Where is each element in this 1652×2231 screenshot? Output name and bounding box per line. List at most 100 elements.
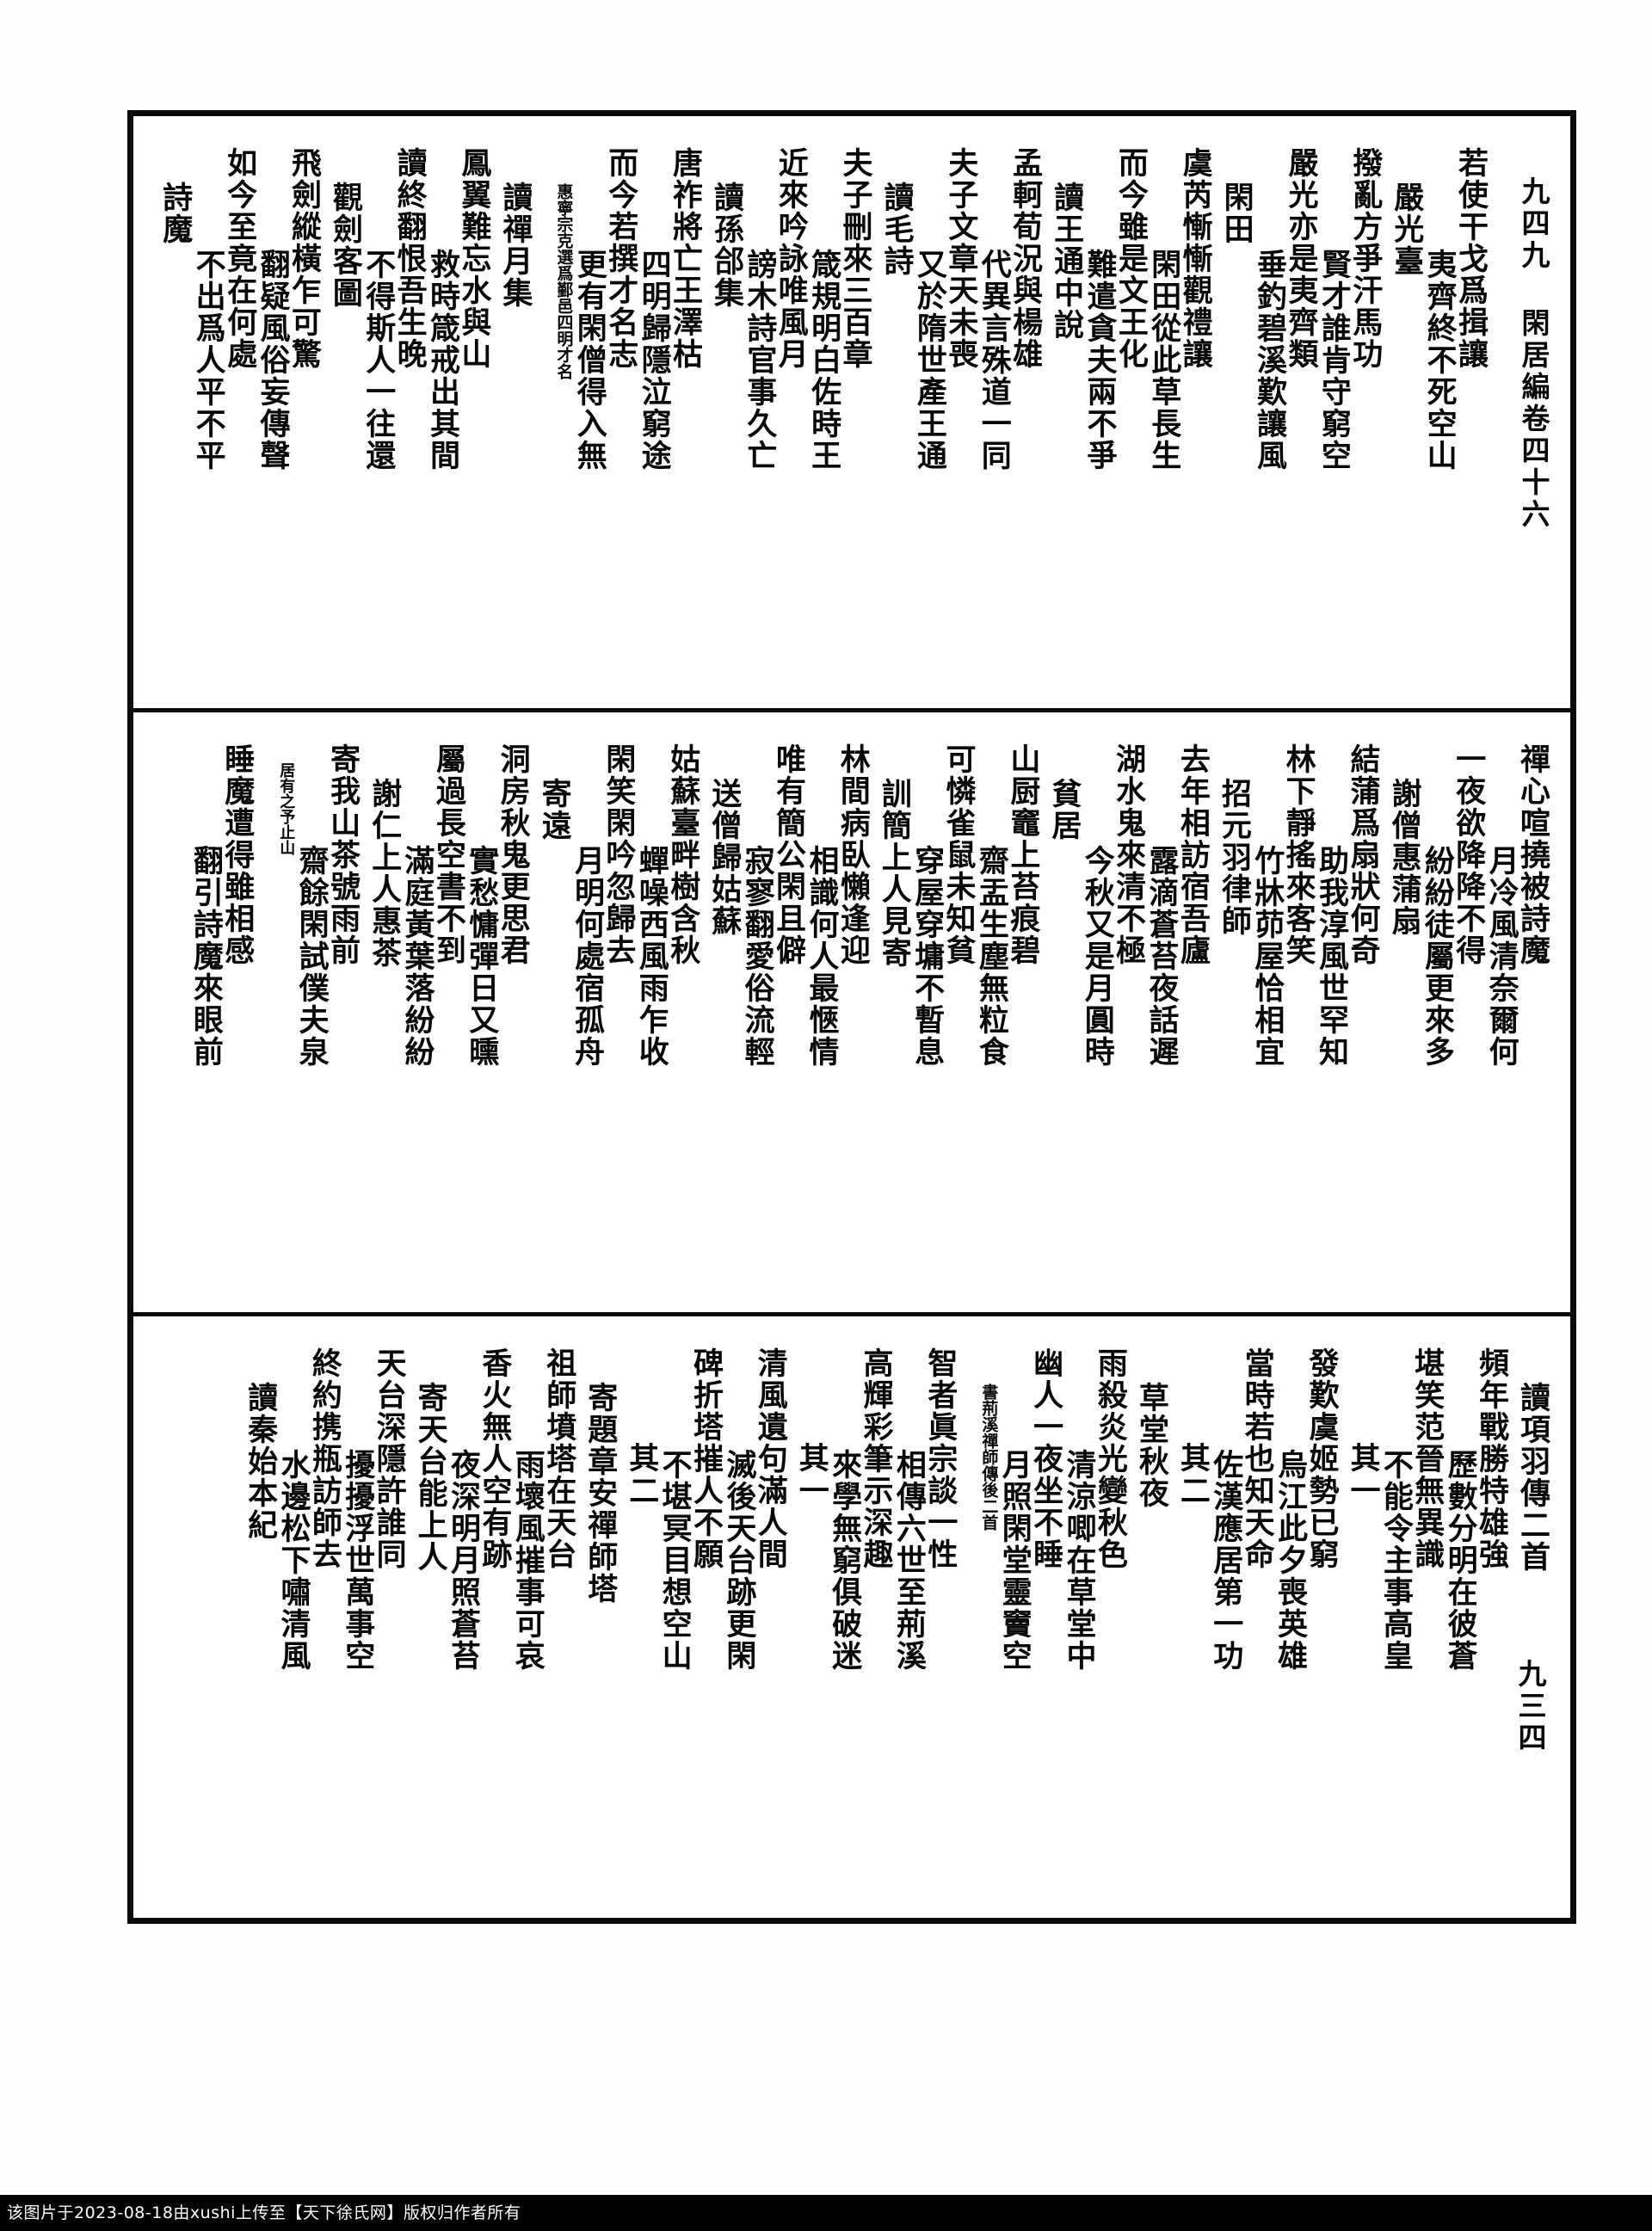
poem-title: 詩魔	[157, 182, 194, 245]
column-p1-12: 近來吟詠唯風月 謗木詩官事久亡	[742, 132, 809, 471]
column-p3-17: 寄題章安禪師塔	[576, 1332, 618, 1605]
verse-upper: 去年相訪宿吾廬	[1174, 743, 1211, 967]
column-p1-1: 嚴光臺	[1382, 132, 1425, 277]
column-p3-14: 清風遺句滿人間 滅後天台跡更閑	[721, 1332, 788, 1672]
verse-lower: 佐漢應居第一功	[1208, 1448, 1244, 1672]
section-label: 其二	[624, 1441, 660, 1507]
verse-upper: 孟軻荀況與楊雄	[1008, 147, 1044, 370]
verse-upper: 近來吟詠唯風月	[773, 147, 809, 370]
column-p1-13: 讀孫郃集	[702, 132, 744, 309]
verse-lower: 月照閑堂靈竇空	[996, 1448, 1032, 1672]
column-p3-15: 碑折塔摧人不願 不堪冥目想空山	[656, 1332, 724, 1672]
verse-upper: 飛劍縱橫乍可驚	[286, 147, 322, 370]
verse-upper: 夫子刪來三百章	[837, 147, 873, 370]
column-p1-11: 夫子刪來三百章 箴規明白佐時王	[806, 132, 873, 471]
column-p3-4: 發歎虞姬勢已窮 烏江此夕喪英雄	[1273, 1332, 1340, 1672]
verse-upper: 堪笑范晉無異識	[1409, 1347, 1446, 1570]
verse-lower: 夷齊終不死空山	[1421, 249, 1458, 471]
column-p1-9: 夫子文章天未喪 又於隋世產王通	[911, 132, 978, 471]
verse-lower: 垂釣碧溪歎讓風	[1252, 249, 1288, 471]
verse-upper: 智者眞宗談一性	[922, 1347, 959, 1570]
column-p2-22-interlinear-note: 予止山 居有之	[254, 728, 296, 856]
verse-upper: 一夜欲降降不得	[1451, 743, 1487, 967]
verse-lower: 雨壞風摧事可哀	[509, 1448, 546, 1672]
verse-upper: 如今至竟在何處	[222, 147, 258, 370]
verse-lower: 更有閑僧得入無	[571, 249, 607, 471]
section-label: 其一	[1345, 1441, 1381, 1507]
watermark-footer: 该图片于2023-08-18由xushi上传至【天下徐氏网】版权归作者所有	[0, 2195, 1652, 2231]
column-p3-18: 祖師墳塔在天台 雨壞風摧事可哀	[509, 1332, 576, 1672]
verse-lower: 齋餘閑試僕夫泉	[293, 845, 330, 1069]
column-p3-3-section-label: 其一	[1338, 1332, 1381, 1507]
verse-lower: 箴規明白佐時王	[806, 249, 842, 471]
column-p3-7: 草堂秋夜	[1127, 1332, 1169, 1509]
poem-title: 觀劍客圖	[327, 182, 363, 309]
poem-title: 嚴光臺	[1389, 182, 1425, 277]
note-line-right: 鄞邑四明才名	[554, 281, 574, 379]
verse-upper: 山厨竈上苔痕碧	[1005, 743, 1041, 967]
column-p3-10-series-title: 書荊溪禪師傳後二首	[957, 1332, 999, 1531]
verse-lower: 擾擾浮世萬事空	[340, 1448, 376, 1672]
text-panel-1: 九四九閑居編卷四十六 若使干戈爲揖讓 夷齊終不死空山 嚴光臺 撥亂方爭汗馬功 賢…	[133, 116, 1570, 713]
verse-upper: 唐祚將亡王澤枯	[667, 147, 703, 370]
note-line-right: 予止山	[277, 809, 296, 856]
panel-2-columns: 禪心喧撓被詩魔 月冷風清奈爾何 一夜欲降降不得 紛紛徒屬更來多 謝僧惠蒲扇 結蒲…	[133, 712, 1570, 1311]
poem-title: 貧居	[1046, 778, 1082, 842]
column-p1-7: 讀王通中說	[1042, 132, 1084, 341]
verse-upper: 高輝彩筆示深趣	[858, 1347, 894, 1570]
column-p2-14: 送僧歸姑蘇	[700, 728, 742, 937]
column-p3-12: 高輝彩筆示深趣 來學無窮俱破迷	[827, 1332, 894, 1672]
verse-upper: 禪心喧撓被詩魔	[1515, 743, 1550, 967]
verse-lower: 又於隋世產王通	[911, 249, 947, 471]
verse-upper: 發歎虞姬勢已窮	[1304, 1347, 1340, 1570]
column-p1-19: 讀終翻恨吾生晚 不得斯人一往還	[361, 132, 427, 471]
column-p2-0: 禪心喧撓被詩魔 月冷風清奈爾何	[1484, 728, 1550, 1068]
column-p3-20: 寄天台能上人	[406, 1332, 448, 1573]
poem-title: 讀禪月集	[497, 182, 533, 309]
poem-title: 寄遠	[536, 778, 572, 842]
verse-upper: 清風遺句滿人間	[752, 1347, 788, 1570]
verse-upper: 閑笑閑吟忽歸去	[601, 743, 637, 967]
column-p2-21: 寄我山茶號雨前 齋餘閑試僕夫泉	[293, 728, 361, 1069]
column-p3-8: 雨殺炎光變秋色 清涼唧在草堂中	[1061, 1332, 1127, 1672]
column-p2-16: 閑笑閑吟忽歸去 月明何處宿孤舟	[570, 728, 637, 1069]
print-block-frame: 九四九閑居編卷四十六 若使干戈爲揖讓 夷齊終不死空山 嚴光臺 撥亂方爭汗馬功 賢…	[127, 110, 1576, 1924]
column-p1-16-interlinear-note: 鄞邑四明才名 惠寧宗克選爲	[532, 132, 574, 379]
verse-upper: 林間病臥懶逢迎	[835, 743, 871, 967]
column-p3-1: 頻年戰勝特雄強 歷數分明在彼蒼	[1443, 1332, 1509, 1672]
poem-title: 謝仁上人惠茶	[367, 778, 403, 970]
section-label: 其二	[1174, 1441, 1211, 1507]
column-p1-4: 閑田	[1212, 132, 1254, 245]
series-title: 書荊溪禪師傳後二首	[979, 1383, 999, 1531]
book-title: 閑居編卷四十六	[1517, 308, 1550, 531]
verse-upper: 頻年戰勝特雄強	[1474, 1347, 1509, 1570]
column-p2-1: 一夜欲降降不得 紛紛徒屬更來多	[1419, 728, 1487, 1069]
column-p3-9: 幽人一夜坐不睡 月照閑堂靈竇空	[996, 1332, 1063, 1672]
verse-upper: 虞芮慚慚觀禮讓	[1177, 147, 1213, 370]
verse-upper: 寄我山茶號雨前	[325, 743, 361, 967]
column-p3-2: 堪笑范晉無異識 不能令主事高皇	[1378, 1332, 1446, 1672]
verse-lower: 不堪冥目想空山	[656, 1448, 693, 1672]
verse-upper: 天台深隱許誰同	[371, 1347, 407, 1570]
poem-title: 招元羽律師	[1216, 778, 1252, 938]
column-p1-21: 飛劍縱橫乍可驚 翻疑風俗妄傳聲	[255, 132, 322, 471]
verse-lower: 紛紛徒屬更來多	[1419, 845, 1455, 1069]
verse-lower: 滿庭黃葉落紛紛	[399, 845, 435, 1069]
column-p2-18: 洞房秋鬼更思君 實愁慵彈日又曛	[464, 728, 530, 1068]
column-p3-22: 終約携瓶訪師去 水邊松下嘯清風	[275, 1332, 342, 1672]
verse-lower: 穿屋穿墉不暫息	[909, 845, 946, 1069]
column-p3-21: 天台深隱許誰同 擾擾浮世萬事空	[340, 1332, 407, 1672]
note-line-left: 居有之	[277, 762, 296, 810]
verse-lower: 謗木詩官事久亡	[742, 249, 778, 471]
verse-upper: 鳳翼難忘水與山	[456, 147, 492, 370]
verse-lower: 賢才誰肯守窮空	[1316, 249, 1352, 471]
verse-upper: 若使干戈爲揖讓	[1453, 147, 1489, 370]
text-panel-3: 讀項羽傳二首 頻年戰勝特雄強 歷數分明在彼蒼 堪笑范晉無異識 不能令主事高皇 其…	[133, 1316, 1570, 1918]
verse-lower: 月明何處宿孤舟	[570, 845, 606, 1069]
column-p2-6: 去年相訪宿吾廬 露滴蒼苔夜話遲	[1143, 728, 1211, 1068]
verse-lower: 翻疑風俗妄傳聲	[255, 249, 291, 471]
verse-lower: 相傳六世至荊溪	[891, 1448, 927, 1672]
verse-lower: 滅後天台跡更閑	[721, 1448, 757, 1672]
verse-upper: 香火無人空有跡	[477, 1347, 513, 1570]
